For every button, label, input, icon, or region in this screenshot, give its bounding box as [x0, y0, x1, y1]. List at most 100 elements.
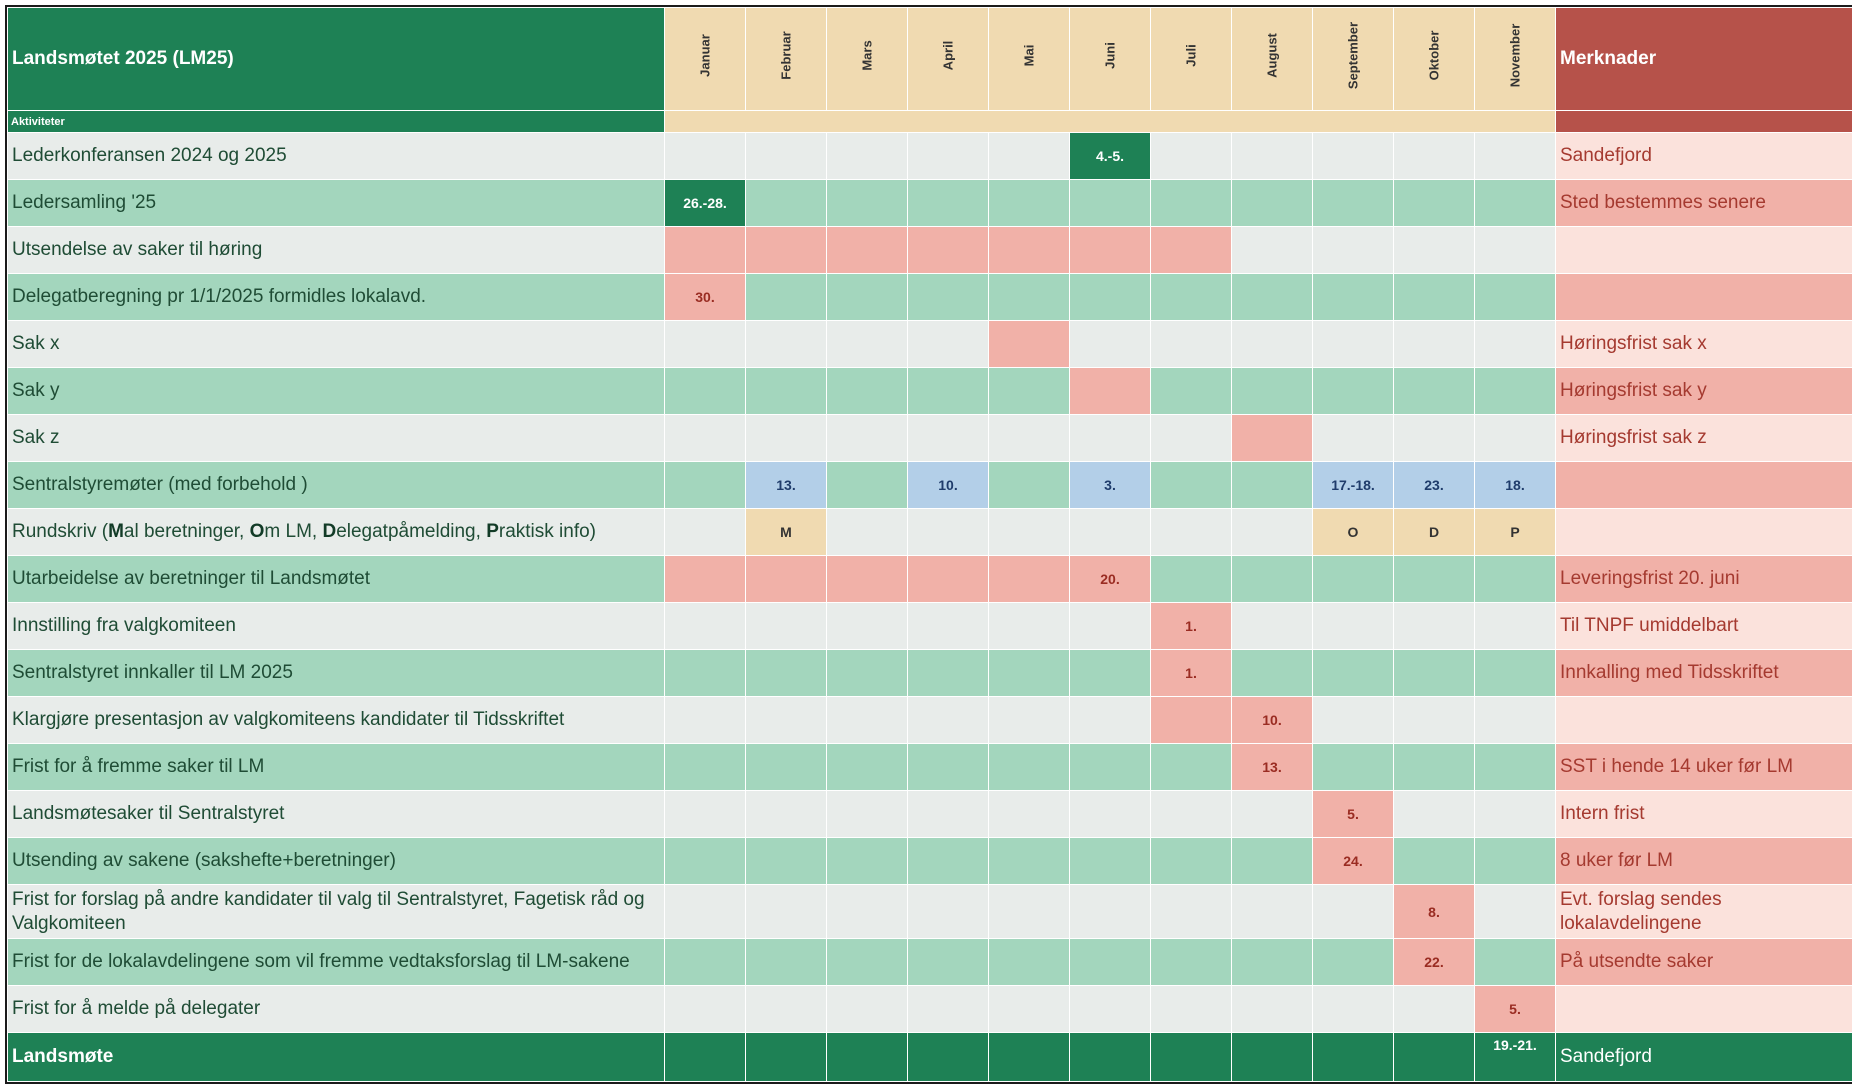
month-cell-juli[interactable]: [1150, 508, 1232, 556]
note-cell[interactable]: Leveringsfrist 20. juni: [1555, 555, 1852, 603]
month-cell-august[interactable]: [1231, 884, 1313, 939]
month-cell-april[interactable]: [907, 414, 989, 462]
month-cell-mai[interactable]: [988, 461, 1070, 509]
month-cell-februar[interactable]: [745, 602, 827, 650]
month-cell-februar[interactable]: [745, 132, 827, 180]
activity-cell[interactable]: Klargjøre presentasjon av valgkomiteens …: [7, 696, 665, 744]
footer-cell[interactable]: [988, 1032, 1070, 1082]
month-cell-april[interactable]: [907, 938, 989, 986]
month-cell-januar[interactable]: [664, 884, 746, 939]
footer-cell[interactable]: [1393, 1032, 1475, 1082]
month-cell-september[interactable]: [1312, 273, 1394, 321]
month-header-oct[interactable]: Oktober: [1393, 7, 1475, 111]
month-cell-mars[interactable]: [826, 837, 908, 885]
month-cell-januar[interactable]: [664, 555, 746, 603]
month-cell-august[interactable]: [1231, 790, 1313, 838]
month-cell-oktober[interactable]: [1393, 555, 1475, 603]
activity-cell[interactable]: Sak x: [7, 320, 665, 368]
month-cell-september[interactable]: [1312, 414, 1394, 462]
month-cell-november[interactable]: [1474, 320, 1556, 368]
month-cell-april[interactable]: [907, 367, 989, 415]
month-cell-april[interactable]: [907, 743, 989, 791]
month-cell-mars[interactable]: [826, 884, 908, 939]
month-cell-mars[interactable]: [826, 696, 908, 744]
month-cell-juli[interactable]: [1150, 938, 1232, 986]
month-cell-februar[interactable]: [745, 414, 827, 462]
note-cell[interactable]: Sted bestemmes senere: [1555, 179, 1852, 227]
month-cell-september[interactable]: [1312, 985, 1394, 1033]
activity-cell[interactable]: Utsending av sakene (sakshefte+beretning…: [7, 837, 665, 885]
month-cell-januar[interactable]: [664, 461, 746, 509]
footer-cell[interactable]: [826, 1032, 908, 1082]
month-cell-februar[interactable]: [745, 555, 827, 603]
month-cell-mai[interactable]: [988, 273, 1070, 321]
month-cell-oktober[interactable]: [1393, 320, 1475, 368]
footer-cell[interactable]: [1069, 1032, 1151, 1082]
month-cell-mars[interactable]: [826, 414, 908, 462]
month-cell-juni[interactable]: [1069, 649, 1151, 697]
month-cell-oktober[interactable]: 23.: [1393, 461, 1475, 509]
month-cell-august[interactable]: [1231, 602, 1313, 650]
month-cell-mars[interactable]: [826, 555, 908, 603]
month-cell-november[interactable]: [1474, 837, 1556, 885]
month-cell-januar[interactable]: [664, 367, 746, 415]
note-cell[interactable]: [1555, 696, 1852, 744]
month-cell-januar[interactable]: [664, 320, 746, 368]
month-cell-februar[interactable]: [745, 884, 827, 939]
month-cell-juli[interactable]: 1.: [1150, 649, 1232, 697]
month-cell-mars[interactable]: [826, 320, 908, 368]
month-cell-juli[interactable]: [1150, 367, 1232, 415]
month-cell-november[interactable]: 18.: [1474, 461, 1556, 509]
month-cell-mars[interactable]: [826, 179, 908, 227]
month-cell-februar[interactable]: [745, 649, 827, 697]
month-cell-november[interactable]: [1474, 273, 1556, 321]
month-cell-oktober[interactable]: [1393, 367, 1475, 415]
month-cell-mai[interactable]: [988, 649, 1070, 697]
month-cell-august[interactable]: [1231, 555, 1313, 603]
month-cell-oktober[interactable]: [1393, 743, 1475, 791]
month-cell-april[interactable]: [907, 555, 989, 603]
month-cell-oktober[interactable]: [1393, 602, 1475, 650]
month-cell-august[interactable]: [1231, 837, 1313, 885]
activity-cell[interactable]: Sentralstyret innkaller til LM 2025: [7, 649, 665, 697]
month-cell-januar[interactable]: 30.: [664, 273, 746, 321]
month-cell-februar[interactable]: [745, 273, 827, 321]
month-cell-august[interactable]: [1231, 132, 1313, 180]
month-cell-mars[interactable]: [826, 273, 908, 321]
month-cell-april[interactable]: [907, 649, 989, 697]
note-cell[interactable]: 8 uker før LM: [1555, 837, 1852, 885]
month-cell-september[interactable]: 5.: [1312, 790, 1394, 838]
month-header-feb[interactable]: Februar: [745, 7, 827, 111]
footer-cell[interactable]: [745, 1032, 827, 1082]
note-cell[interactable]: Sandefjord: [1555, 132, 1852, 180]
month-cell-september[interactable]: [1312, 320, 1394, 368]
activity-cell[interactable]: Sak y: [7, 367, 665, 415]
month-cell-januar[interactable]: [664, 743, 746, 791]
month-cell-mai[interactable]: [988, 226, 1070, 274]
month-cell-november[interactable]: P: [1474, 508, 1556, 556]
note-cell[interactable]: [1555, 985, 1852, 1033]
month-cell-september[interactable]: 24.: [1312, 837, 1394, 885]
month-cell-april[interactable]: [907, 132, 989, 180]
month-cell-januar[interactable]: [664, 790, 746, 838]
activities-subheader[interactable]: Aktiviteter: [7, 110, 665, 133]
month-cell-november[interactable]: [1474, 414, 1556, 462]
footer-cell[interactable]: [1231, 1032, 1313, 1082]
month-cell-september[interactable]: [1312, 649, 1394, 697]
note-cell[interactable]: [1555, 461, 1852, 509]
month-cell-juli[interactable]: [1150, 555, 1232, 603]
note-cell[interactable]: På utsendte saker: [1555, 938, 1852, 986]
month-cell-oktober[interactable]: [1393, 790, 1475, 838]
footer-cell[interactable]: [1150, 1032, 1232, 1082]
month-cell-juni[interactable]: [1069, 696, 1151, 744]
month-header-jun[interactable]: Juni: [1069, 7, 1151, 111]
month-cell-juli[interactable]: [1150, 414, 1232, 462]
month-cell-mars[interactable]: [826, 790, 908, 838]
month-cell-august[interactable]: 13.: [1231, 743, 1313, 791]
month-cell-september[interactable]: [1312, 179, 1394, 227]
month-cell-juni[interactable]: 20.: [1069, 555, 1151, 603]
month-header-nov[interactable]: November: [1474, 7, 1556, 111]
month-cell-april[interactable]: [907, 696, 989, 744]
notes-header[interactable]: Merknader: [1555, 7, 1852, 111]
month-cell-januar[interactable]: [664, 938, 746, 986]
